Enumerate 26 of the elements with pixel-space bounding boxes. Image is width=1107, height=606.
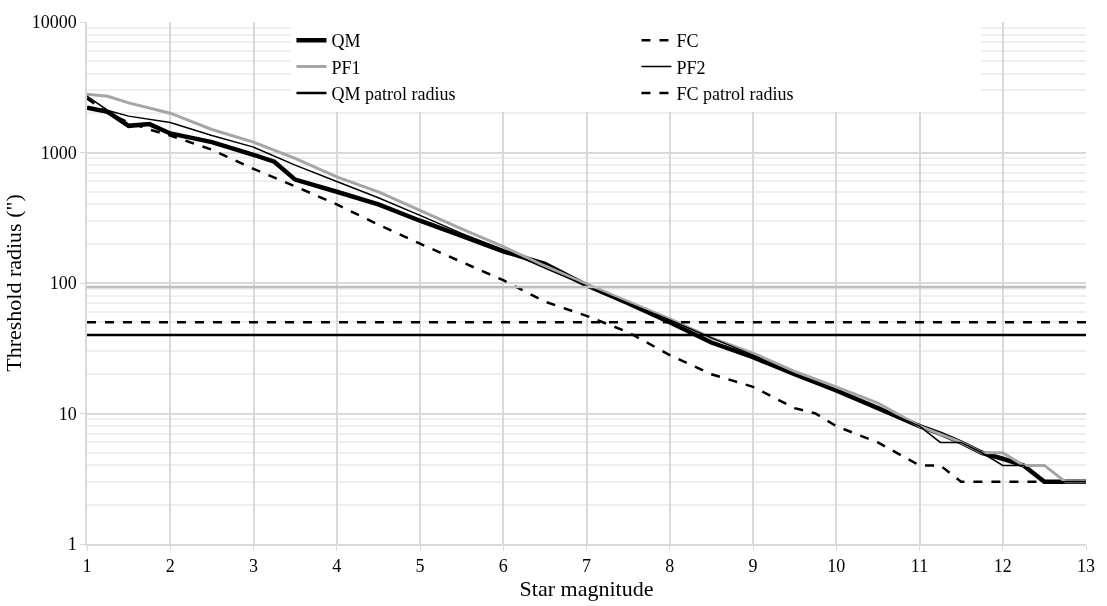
y-axis-title: Threshold radius (") xyxy=(0,194,26,372)
legend-label: PF1 xyxy=(331,57,361,78)
x-tick-label: 2 xyxy=(165,556,175,577)
legend-label: FC patrol radius xyxy=(676,84,794,105)
legend-label: QM xyxy=(331,31,361,52)
x-tick-label: 3 xyxy=(249,556,258,577)
x-tick-label: 1 xyxy=(82,556,92,577)
x-tick-label: 12 xyxy=(993,556,1012,577)
x-tick-label: 6 xyxy=(498,556,508,577)
x-tick-label: 7 xyxy=(582,556,591,577)
x-tick-label: 9 xyxy=(748,556,758,577)
y-tick-label: 10 xyxy=(58,403,77,424)
y-tick-label: 1000 xyxy=(40,142,77,163)
y-tick-label: 10000 xyxy=(31,12,77,33)
x-tick-label: 10 xyxy=(827,556,846,577)
y-tick-label: 1 xyxy=(67,534,77,555)
x-tick-label: 8 xyxy=(665,556,675,577)
x-tick-label: 5 xyxy=(415,556,425,577)
legend-label: PF2 xyxy=(676,57,706,78)
x-axis-title: Star magnitude xyxy=(519,576,654,602)
legend-label: FC xyxy=(676,31,699,52)
y-tick-label: 100 xyxy=(49,273,77,294)
x-tick-label: 13 xyxy=(1077,556,1095,577)
x-tick-label: 4 xyxy=(332,556,342,577)
legend-label: QM patrol radius xyxy=(331,84,456,105)
x-tick-label: 11 xyxy=(910,556,929,577)
